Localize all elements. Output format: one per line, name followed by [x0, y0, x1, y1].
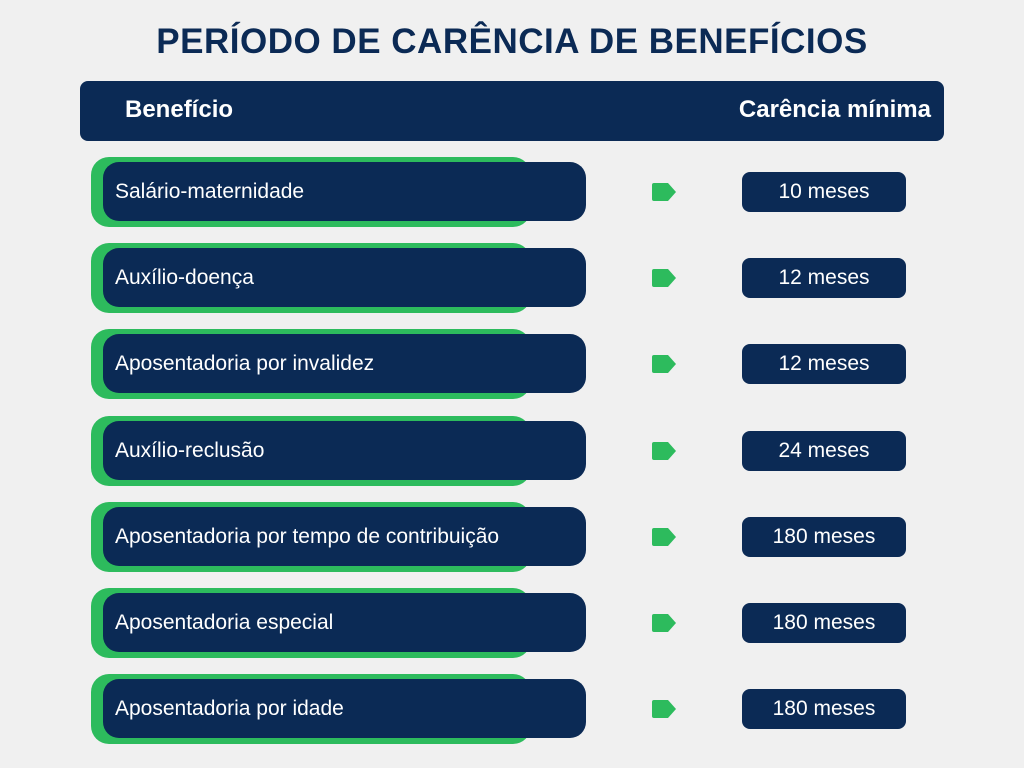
arrow-tag-icon: [652, 528, 676, 546]
benefit-row: Aposentadoria especial 180 meses: [0, 588, 1024, 658]
benefit-name: Aposentadoria por idade: [103, 679, 586, 738]
benefit-row: Auxílio-reclusão 24 meses: [0, 416, 1024, 486]
benefit-row: Salário-maternidade 10 meses: [0, 157, 1024, 227]
benefit-name: Auxílio-reclusão: [103, 421, 586, 480]
benefit-row: Aposentadoria por tempo de contribuição …: [0, 502, 1024, 572]
period-badge: 180 meses: [742, 689, 906, 729]
arrow-tag-icon: [652, 614, 676, 632]
period-badge: 12 meses: [742, 258, 906, 298]
benefit-name: Auxílio-doença: [103, 248, 586, 307]
benefit-name: Aposentadoria por invalidez: [103, 334, 586, 393]
arrow-tag-icon: [652, 183, 676, 201]
arrow-tag-icon: [652, 269, 676, 287]
table-header: Benefício Carência mínima: [80, 81, 944, 141]
benefit-row: Auxílio-doença 12 meses: [0, 243, 1024, 313]
period-badge: 10 meses: [742, 172, 906, 212]
benefit-row: Aposentadoria por idade 180 meses: [0, 674, 1024, 744]
arrow-tag-icon: [652, 700, 676, 718]
period-badge: 12 meses: [742, 344, 906, 384]
benefit-name: Salário-maternidade: [103, 162, 586, 221]
arrow-tag-icon: [652, 442, 676, 460]
arrow-tag-icon: [652, 355, 676, 373]
page-title: PERÍODO DE CARÊNCIA DE BENEFÍCIOS: [156, 22, 868, 61]
period-badge: 180 meses: [742, 517, 906, 557]
benefit-name: Aposentadoria especial: [103, 593, 586, 652]
benefit-row: Aposentadoria por invalidez 12 meses: [0, 329, 1024, 399]
period-badge: 24 meses: [742, 431, 906, 471]
benefit-name: Aposentadoria por tempo de contribuição: [103, 507, 586, 566]
period-badge: 180 meses: [742, 603, 906, 643]
header-benefit-label: Benefício: [125, 96, 234, 123]
header-period-label: Carência mínima: [738, 96, 931, 123]
